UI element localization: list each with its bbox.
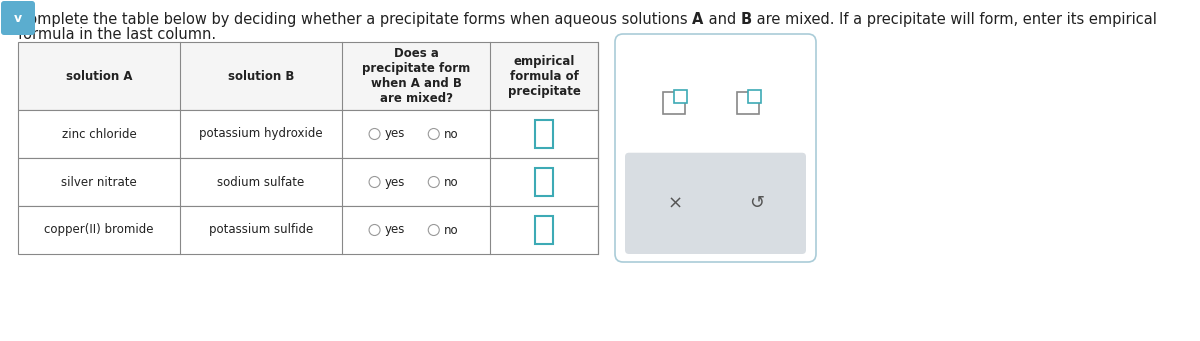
Bar [748,90,761,103]
Text: yes: yes [385,176,406,189]
FancyBboxPatch shape [1,1,35,35]
Text: B: B [740,12,751,27]
Text: empirical
formula of
precipitate: empirical formula of precipitate [508,55,581,98]
Bar [18,158,598,206]
Bar [535,120,553,148]
Bar [662,92,685,114]
Bar [737,92,758,114]
Text: A: A [692,12,703,27]
Text: v: v [14,12,22,25]
Text: solution A: solution A [66,70,132,83]
Bar [18,110,598,158]
Text: no: no [444,223,458,237]
Bar [673,90,686,103]
Text: and: and [703,12,740,27]
Text: yes: yes [385,223,406,237]
Bar [535,216,553,244]
Text: Does a
precipitate form
when A and B
are mixed?: Does a precipitate form when A and B are… [362,47,470,105]
FancyBboxPatch shape [616,34,816,262]
Text: potassium sulfide: potassium sulfide [209,223,313,237]
Text: solution B: solution B [228,70,294,83]
FancyBboxPatch shape [625,153,806,254]
Text: copper(II) bromide: copper(II) bromide [44,223,154,237]
Text: no: no [444,128,458,140]
Text: silver nitrate: silver nitrate [61,176,137,189]
Bar [18,206,598,254]
Bar [535,168,553,196]
Bar [18,42,598,110]
Text: zinc chloride: zinc chloride [61,128,137,140]
Text: Complete the table below by deciding whether a precipitate forms when aqueous so: Complete the table below by deciding whe… [18,12,692,27]
Text: potassium hydroxide: potassium hydroxide [199,128,323,140]
Text: no: no [444,176,458,189]
Text: formula in the last column.: formula in the last column. [18,27,216,42]
Text: sodium sulfate: sodium sulfate [217,176,305,189]
Text: ↺: ↺ [749,194,763,212]
Text: ×: × [667,194,683,212]
Text: are mixed. If a precipitate will form, enter its empirical: are mixed. If a precipitate will form, e… [751,12,1157,27]
Text: yes: yes [385,128,406,140]
